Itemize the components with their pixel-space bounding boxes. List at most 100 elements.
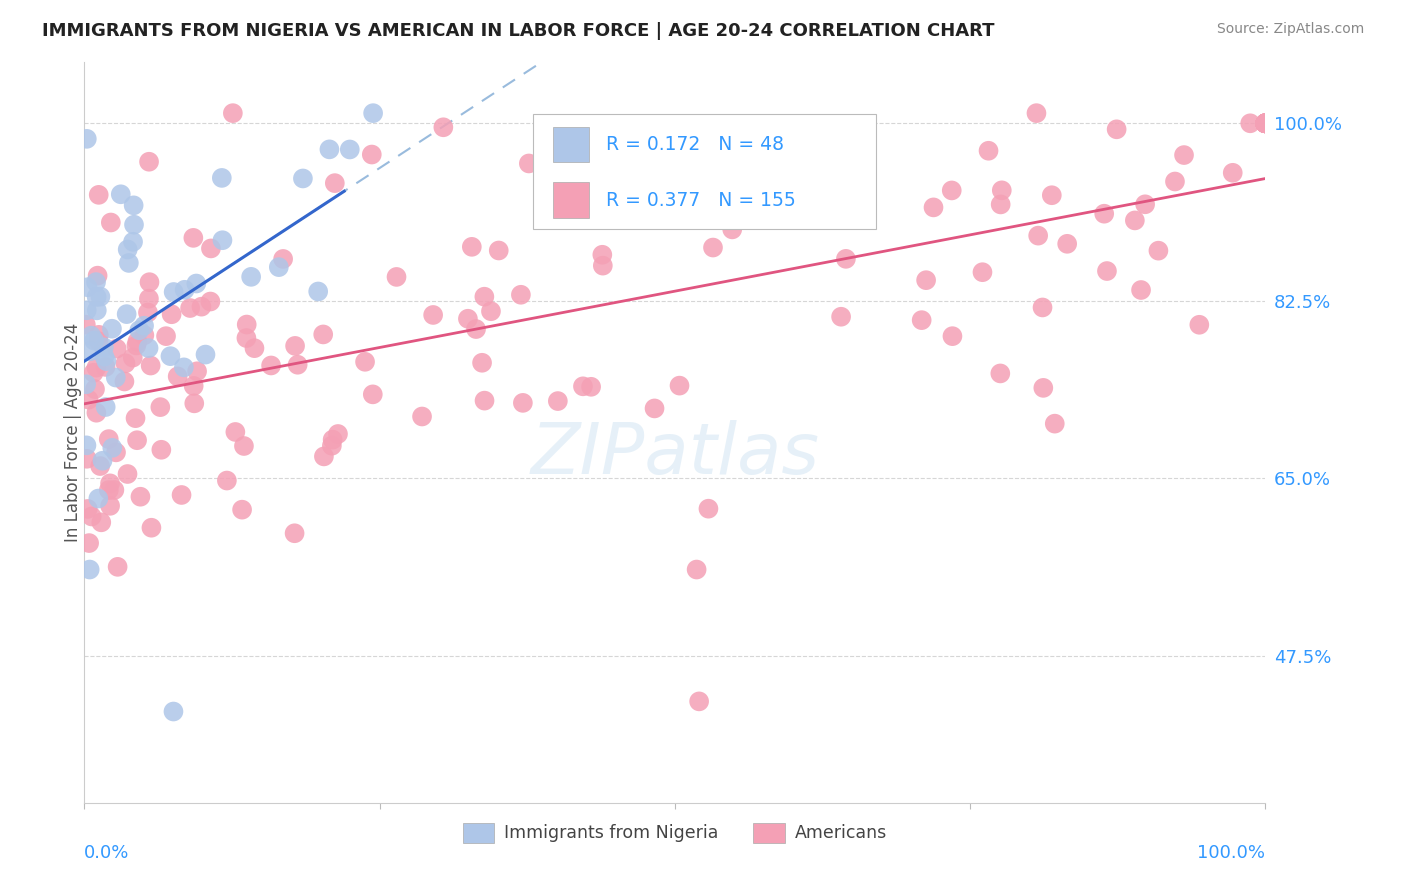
Point (479, 304, 502, 318)
Point (121, 351, 143, 365)
Point (87, 187, 110, 202)
Point (91, 454, 114, 468)
Point (1173, 148, 1195, 162)
Point (100, 215, 122, 229)
Point (138, 292, 160, 306)
Point (118, 256, 141, 270)
Point (114, 356, 136, 370)
Point (432, 120, 454, 135)
Point (86, 360, 108, 375)
Point (318, 142, 340, 156)
Point (159, 349, 181, 363)
Point (360, 147, 382, 161)
Point (139, 359, 162, 373)
Point (702, 241, 724, 255)
Point (471, 356, 494, 370)
Point (915, 273, 938, 287)
Point (134, 328, 156, 343)
Point (1254, 116, 1277, 130)
Point (97, 432, 120, 446)
Point (87, 491, 110, 506)
Point (291, 171, 314, 186)
Point (941, 183, 963, 197)
Point (725, 208, 748, 222)
Point (922, 201, 945, 215)
Point (138, 341, 160, 355)
Point (79, 562, 101, 576)
Point (361, 387, 384, 401)
Point (76, 280, 98, 294)
Point (339, 143, 361, 157)
Point (105, 445, 128, 459)
Legend: Immigrants from Nigeria, Americans: Immigrants from Nigeria, Americans (456, 815, 894, 850)
Point (1031, 301, 1053, 315)
Point (321, 439, 343, 453)
Point (1254, 116, 1277, 130)
Point (141, 521, 163, 535)
Point (75, 377, 97, 392)
Point (284, 339, 307, 353)
Point (77, 536, 100, 550)
Point (243, 341, 266, 355)
Point (354, 355, 377, 369)
Point (190, 300, 212, 314)
Text: 0.0%: 0.0% (84, 844, 129, 862)
Point (465, 322, 488, 336)
Text: R = 0.377   N = 155: R = 0.377 N = 155 (606, 191, 796, 210)
Point (1025, 106, 1047, 120)
Point (1123, 213, 1146, 227)
Point (162, 285, 184, 299)
Point (231, 502, 253, 516)
Point (76, 303, 98, 318)
Point (461, 240, 484, 254)
Point (411, 409, 433, 424)
Point (233, 439, 256, 453)
Point (1147, 244, 1170, 258)
Point (224, 425, 246, 439)
Point (579, 380, 602, 394)
Point (747, 184, 769, 198)
Point (75, 318, 97, 332)
Point (128, 323, 150, 337)
Point (89, 458, 111, 473)
Point (830, 310, 852, 324)
Point (150, 442, 173, 457)
Point (1254, 116, 1277, 130)
Point (107, 559, 129, 574)
Point (125, 338, 148, 352)
Point (685, 562, 707, 576)
Point (138, 275, 160, 289)
Point (240, 269, 263, 284)
Point (80, 328, 103, 343)
Point (1095, 264, 1118, 278)
Point (1133, 197, 1156, 211)
Point (1254, 116, 1277, 130)
Point (186, 364, 208, 378)
Point (818, 190, 841, 204)
Point (1254, 116, 1277, 130)
Point (361, 106, 384, 120)
Text: ZIPatlas: ZIPatlas (530, 420, 820, 490)
Point (547, 394, 569, 409)
Point (1254, 116, 1277, 130)
FancyBboxPatch shape (553, 127, 589, 162)
Point (267, 260, 290, 274)
Point (644, 401, 666, 416)
Point (474, 393, 496, 408)
Text: 100.0%: 100.0% (1198, 844, 1265, 862)
Point (183, 379, 205, 393)
Point (977, 144, 1000, 158)
Point (84, 382, 107, 396)
Point (125, 434, 148, 448)
Point (138, 154, 160, 169)
Point (90, 516, 112, 530)
Point (149, 400, 172, 414)
Point (1254, 116, 1277, 130)
Point (326, 427, 349, 442)
Point (215, 474, 238, 488)
Point (1032, 381, 1054, 395)
Point (132, 318, 155, 333)
Point (93, 350, 115, 364)
Point (127, 334, 149, 349)
Point (98, 476, 121, 491)
